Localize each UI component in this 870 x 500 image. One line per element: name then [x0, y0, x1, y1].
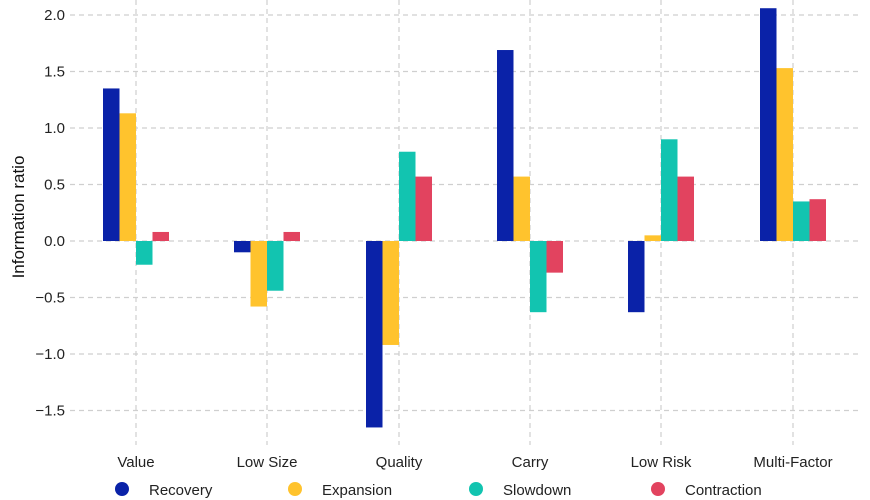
legend-item-slowdown: Slowdown — [469, 482, 571, 499]
bar-slowdown-multi-factor — [793, 201, 810, 241]
legend-label: Slowdown — [503, 482, 571, 499]
legend: Recovery Expansion Slowdown Contraction — [115, 482, 762, 499]
x-tick-label: Value — [117, 454, 154, 471]
legend-item-recovery: Recovery — [115, 482, 213, 499]
x-tick-label: Low Size — [237, 454, 298, 471]
y-tick-label: −1.5 — [35, 403, 65, 420]
y-tick-label: 1.5 — [44, 64, 65, 81]
y-axis-ticks: 2.0 1.5 1.0 0.5 0.0 −0.5 −1.0 −1.5 — [35, 7, 65, 420]
y-tick-label: 0.0 — [44, 233, 65, 250]
bar-contraction-carry — [546, 241, 563, 273]
bar-slowdown-carry — [530, 241, 547, 313]
bar-expansion-value — [119, 113, 136, 241]
bar-contraction-low-risk — [677, 176, 694, 241]
y-tick-label: 1.0 — [44, 120, 65, 137]
horizontal-gridlines — [70, 14, 860, 412]
bar-slowdown-low-size — [267, 241, 284, 291]
bar-recovery-multi-factor — [760, 8, 777, 241]
legend-item-contraction: Contraction — [651, 482, 762, 499]
legend-marker-icon — [288, 482, 302, 496]
bar-recovery-quality — [366, 241, 383, 428]
legend-marker-icon — [651, 482, 665, 496]
y-axis-title: Information ratio — [9, 156, 28, 279]
legend-label: Contraction — [685, 482, 762, 499]
x-tick-label: Low Risk — [631, 454, 692, 471]
legend-item-expansion: Expansion — [288, 482, 392, 499]
x-tick-label: Carry — [512, 454, 549, 471]
bar-contraction-value — [152, 231, 169, 241]
bar-expansion-carry — [513, 176, 530, 241]
bar-slowdown-value — [136, 241, 153, 265]
y-tick-label: 2.0 — [44, 7, 65, 24]
x-tick-label: Multi-Factor — [753, 454, 832, 471]
bar-expansion-quality — [382, 241, 399, 345]
y-tick-label: −1.0 — [35, 346, 65, 363]
legend-label: Recovery — [149, 482, 213, 499]
bar-contraction-low-size — [283, 231, 300, 241]
bar-contraction-multi-factor — [809, 199, 826, 241]
bar-recovery-carry — [497, 50, 514, 241]
bar-recovery-low-size — [234, 241, 251, 253]
legend-marker-icon — [115, 482, 129, 496]
y-tick-label: −0.5 — [35, 290, 65, 307]
bar-expansion-low-risk — [644, 235, 661, 241]
bar-expansion-low-size — [250, 241, 267, 307]
bar-recovery-value — [103, 88, 120, 241]
bar-slowdown-low-risk — [661, 139, 678, 241]
x-tick-label: Quality — [376, 454, 423, 471]
bar-recovery-low-risk — [628, 241, 645, 313]
x-axis-ticks: Value Low Size Quality Carry Low Risk Multi-F… — [117, 454, 832, 471]
bars — [103, 8, 826, 428]
bar-contraction-quality — [415, 176, 432, 241]
vertical-gridlines — [135, 0, 794, 445]
bar-slowdown-quality — [399, 151, 416, 241]
y-tick-label: 0.5 — [44, 177, 65, 194]
bar-expansion-multi-factor — [776, 68, 793, 241]
legend-label: Expansion — [322, 482, 392, 499]
legend-marker-icon — [469, 482, 483, 496]
